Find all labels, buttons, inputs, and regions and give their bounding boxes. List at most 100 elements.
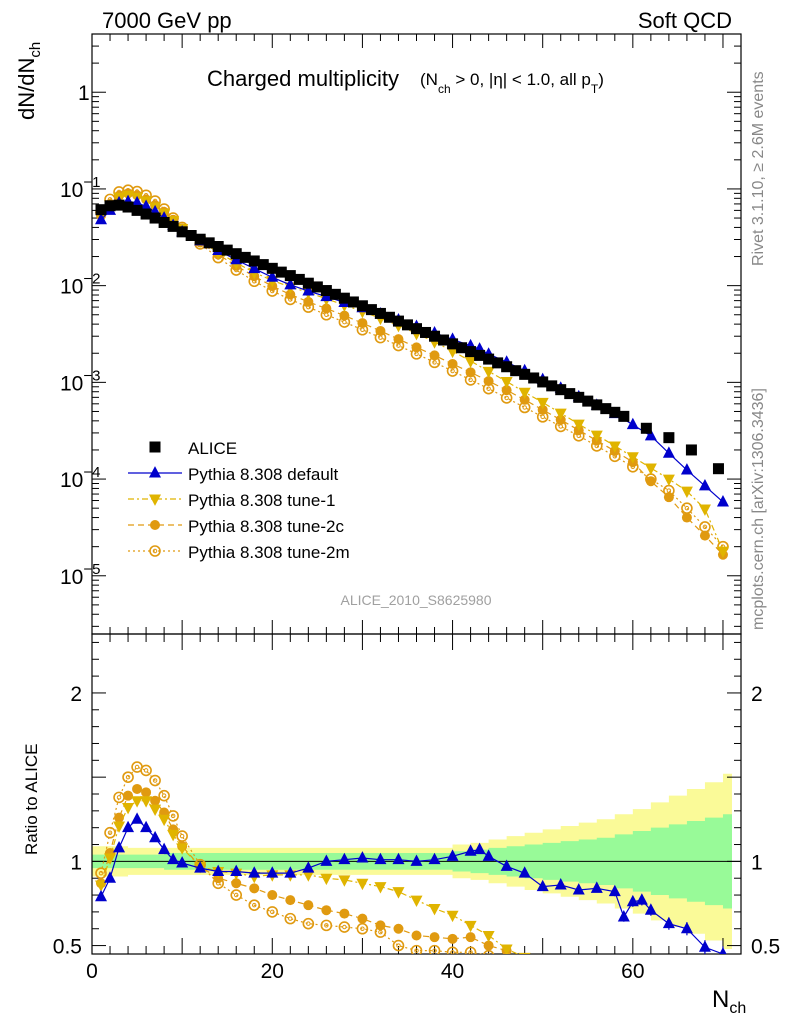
ratio-point — [149, 804, 162, 817]
header-right-label: Soft QCD — [638, 8, 732, 33]
ratio-point — [446, 910, 459, 923]
ratio-point — [284, 912, 297, 925]
ratio-series-line — [100, 788, 507, 952]
ratio-point — [473, 842, 486, 855]
ratio-point — [411, 930, 422, 941]
legend-marker — [149, 466, 161, 478]
x-tick-label: 60 — [621, 960, 644, 983]
data-point — [680, 463, 693, 475]
ratio-point — [104, 853, 117, 865]
data-point — [131, 204, 143, 216]
data-point — [266, 262, 278, 274]
data-point — [411, 342, 422, 353]
data-point — [699, 530, 710, 541]
data-point — [302, 277, 314, 289]
ratio-point — [410, 854, 423, 866]
ratio-point — [429, 932, 440, 943]
ratio-point — [356, 878, 369, 891]
chart-title-cut: (Nch > 0, |η| < 1.0, all pT) — [420, 70, 604, 96]
ratio-point — [176, 830, 188, 842]
legend-item-pythia-8-308-tune-2m: Pythia 8.308 tune-2m — [128, 543, 350, 562]
data-point — [474, 349, 486, 361]
ratio-point — [500, 859, 513, 871]
ratio-point — [518, 866, 531, 878]
ratio-point — [158, 842, 171, 855]
ratio-point — [338, 875, 351, 887]
ratio-point — [446, 849, 459, 861]
data-point — [375, 325, 386, 336]
ratio-point — [338, 852, 351, 865]
legend-item-pythia-8-308-tune-1: Pythia 8.308 tune-1 — [128, 491, 335, 510]
data-point — [401, 319, 413, 331]
legend-marker — [149, 545, 161, 557]
ratio-point — [95, 880, 108, 892]
data-point — [113, 199, 125, 211]
data-point — [293, 273, 305, 285]
data-point — [321, 303, 332, 314]
ratio-point — [140, 820, 153, 833]
data-point — [284, 277, 297, 290]
data-point — [356, 300, 368, 312]
ratio-point — [635, 893, 648, 905]
ratio-point — [410, 895, 423, 908]
data-point — [465, 367, 476, 378]
ratio-point — [303, 900, 314, 911]
data-point — [716, 546, 729, 558]
ratio-point — [113, 840, 126, 853]
data-point — [482, 366, 495, 379]
data-point — [248, 255, 260, 267]
ratio-point — [176, 843, 189, 855]
data-point — [645, 476, 656, 487]
data-point — [140, 208, 152, 220]
data-point — [572, 419, 585, 432]
ratio-y-tick-label-right: 1 — [751, 851, 763, 874]
ratio-point — [356, 922, 369, 935]
legend-label: Pythia 8.308 tune-2m — [188, 543, 350, 562]
data-point — [248, 261, 261, 274]
data-point — [357, 318, 368, 329]
ratio-point — [132, 783, 143, 794]
ratio-point — [158, 814, 171, 827]
ratio-point — [167, 852, 180, 865]
data-point — [131, 195, 144, 208]
data-point — [528, 372, 540, 384]
ratio-point — [590, 881, 603, 893]
ratio-point — [392, 887, 405, 899]
ratio-point — [123, 790, 134, 801]
ratio-point — [464, 946, 477, 954]
data-point — [303, 296, 314, 307]
ratio-point — [114, 812, 125, 823]
ratio-point — [302, 870, 315, 882]
ratio-point — [375, 920, 386, 931]
main-y-axis-label: dN/dNch — [14, 42, 44, 120]
analysis-watermark: ALICE_2010_S8625980 — [340, 592, 491, 608]
legend-marker — [150, 520, 160, 530]
ratio-point — [662, 916, 675, 929]
ratio-point — [249, 883, 260, 894]
ratio-point — [131, 796, 144, 808]
data-point — [411, 323, 422, 335]
ratio-point — [554, 878, 567, 890]
main-y-tick-label: 10−1 — [60, 174, 100, 202]
data-point — [518, 387, 531, 400]
data-point — [464, 356, 477, 368]
data-point — [176, 226, 188, 238]
data-point — [483, 353, 495, 365]
ratio-point — [212, 864, 225, 876]
ratio-point — [572, 883, 585, 895]
data-point — [536, 397, 549, 410]
chart-title: Charged multiplicity — [207, 66, 399, 91]
ratio-y-tick-label-left: 0.5 — [53, 936, 82, 959]
data-point — [685, 444, 697, 456]
ratio-point — [95, 889, 108, 902]
data-point — [320, 285, 332, 297]
ratio-point — [339, 908, 350, 919]
ratio-point — [338, 921, 351, 933]
ratio-point — [104, 871, 117, 883]
data-point — [239, 251, 251, 263]
ratio-point — [428, 944, 441, 954]
ratio-point — [122, 771, 134, 783]
ratio-point — [680, 921, 693, 934]
ratio-point — [464, 844, 477, 856]
